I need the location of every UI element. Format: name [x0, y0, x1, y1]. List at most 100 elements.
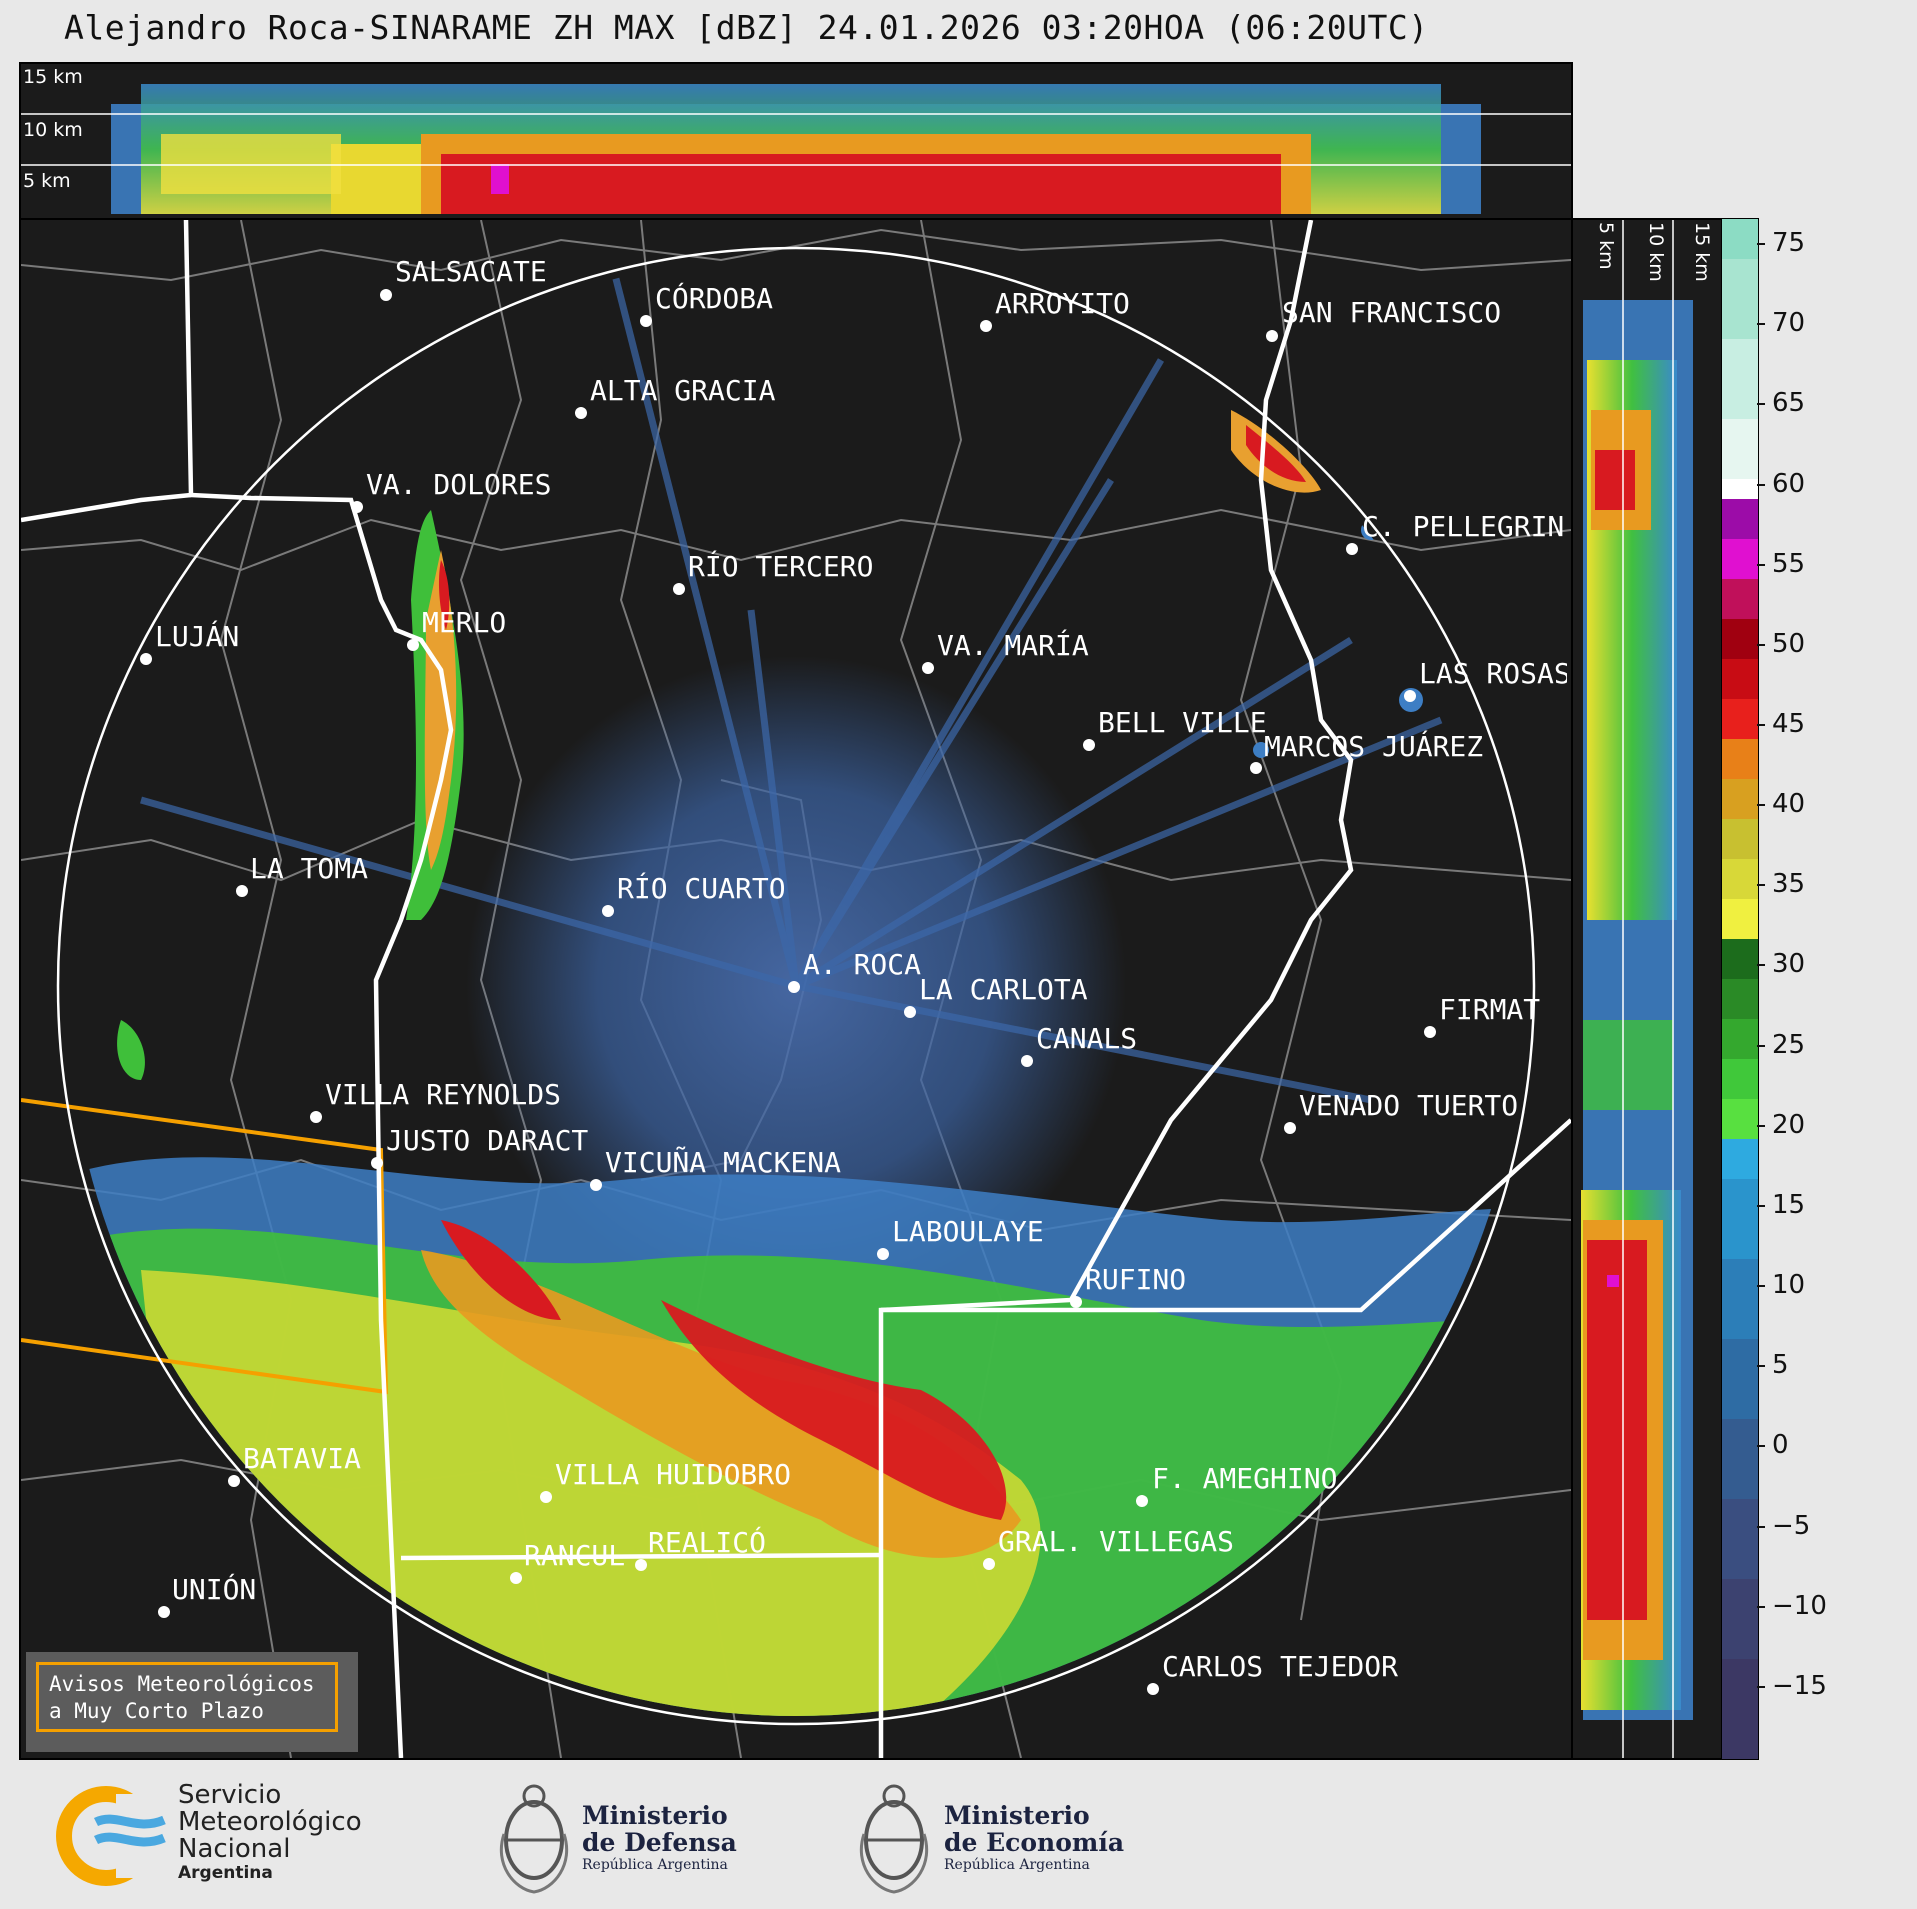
city-label-la-carlota: LA CARLOTA — [919, 973, 1088, 1006]
colorbar-tick: 5 — [1757, 1350, 1789, 1380]
colorbar-tick: 45 — [1756, 709, 1805, 739]
city-dot — [540, 1491, 552, 1503]
warning-line-2: a Muy Corto Plazo — [49, 1699, 264, 1723]
city-label-union: UNIÓN — [172, 1573, 257, 1606]
city-label-vicuna-mackena: VICUÑA MACKENA — [605, 1146, 842, 1179]
city-label-villa-reynolds: VILLA REYNOLDS — [325, 1078, 562, 1111]
city-dot — [1070, 1296, 1082, 1308]
city-dot — [351, 501, 363, 513]
top-height-label-10: 10 km — [23, 119, 83, 141]
city-dot — [407, 639, 419, 651]
city-dot — [158, 1606, 170, 1618]
top-cross-section-plot — [21, 84, 1571, 214]
city-dot — [904, 1006, 916, 1018]
city-dot — [1284, 1122, 1296, 1134]
city-label-alta-gracia: ALTA GRACIA — [590, 374, 776, 407]
right-cross-section: 5 km 10 km 15 km — [1571, 218, 1723, 1760]
city-dot — [236, 885, 248, 897]
city-dot — [510, 1572, 522, 1584]
city-dot — [590, 1179, 602, 1191]
city-dot — [635, 1559, 647, 1571]
city-dot — [922, 662, 934, 674]
colorbar-tick: 30 — [1756, 949, 1805, 979]
city-label-venado-tuerto: VENADO TUERTO — [1299, 1089, 1519, 1122]
city-dot — [673, 583, 685, 595]
colorbar-tick: 10 — [1756, 1270, 1805, 1300]
city-dot — [1136, 1495, 1148, 1507]
city-label-marcos-juarez: MARCOS JUÁREZ — [1264, 730, 1484, 763]
city-label-cordoba: CÓRDOBA — [655, 282, 774, 315]
city-dot — [983, 1558, 995, 1570]
defensa-logo-text: Ministerio de Defensa República Argentin… — [582, 1801, 737, 1873]
warning-polygon — [21, 1098, 389, 1395]
radar-map-canvas: = — [21, 220, 1571, 1758]
radar-map: = — [19, 218, 1573, 1760]
right-height-label-10: 10 km — [1645, 222, 1667, 282]
colorbar-tick: 25 — [1756, 1030, 1805, 1060]
city-label-merlo: MERLO — [422, 606, 507, 639]
city-label-gral-villegas: GRAL. VILLEGAS — [998, 1525, 1235, 1558]
colorbar-tick: 65 — [1756, 388, 1805, 418]
city-dot — [1147, 1683, 1159, 1695]
colorbar-tick: 70 — [1756, 308, 1805, 338]
top-height-label-5: 5 km — [23, 170, 71, 192]
colorbar-tick: 15 — [1756, 1190, 1805, 1220]
city-dot — [877, 1248, 889, 1260]
city-dot — [310, 1111, 322, 1123]
right-height-label-5: 5 km — [1595, 222, 1617, 270]
city-dot — [575, 407, 587, 419]
city-label-c-pellegrini: C. PELLEGRINI — [1362, 510, 1567, 543]
city-dot — [1424, 1026, 1436, 1038]
city-label-arroyito: ARROYITO — [995, 287, 1130, 320]
city-dot — [1404, 690, 1416, 702]
city-dot — [371, 1157, 383, 1169]
city-label-rio-cuarto: RÍO CUARTO — [617, 872, 786, 905]
city-dot — [1250, 762, 1262, 774]
footer: Servicio Meteorológico Nacional Argentin… — [0, 1760, 1917, 1909]
city-label-batavia: BATAVIA — [243, 1442, 362, 1475]
city-label-f-ameghino: F. AMEGHINO — [1152, 1462, 1338, 1495]
colorbar-swatches — [1722, 219, 1758, 1759]
warning-box[interactable]: Avisos Meteorológicos a Muy Corto Plazo — [26, 1652, 358, 1752]
city-dot — [380, 289, 392, 301]
economia-logo-text: Ministerio de Economía República Argenti… — [944, 1801, 1125, 1873]
colorbar-tick: −5 — [1756, 1511, 1810, 1541]
top-height-label-15: 15 km — [23, 66, 83, 88]
city-label-bell-ville: BELL VILLE — [1098, 706, 1267, 739]
city-label-rufino: RUFINO — [1085, 1263, 1187, 1296]
colorbar-tick: 40 — [1756, 789, 1805, 819]
city-label-las-rosas: LAS ROSAS — [1419, 657, 1567, 690]
top-cross-section: 15 km 10 km 5 km — [19, 62, 1573, 220]
city-label-firmat: FIRMAT — [1439, 993, 1541, 1026]
warning-box-frame: Avisos Meteorológicos a Muy Corto Plazo — [36, 1662, 338, 1732]
range-ring — [56, 246, 1536, 1726]
city-label-va-dolores: VA. DOLORES — [366, 468, 552, 501]
city-label-salsacate: SALSACATE — [395, 255, 547, 288]
city-dot — [1266, 330, 1278, 342]
colorbar-tick: 20 — [1756, 1110, 1805, 1140]
city-dot — [602, 905, 614, 917]
city-label-la-toma: LA TOMA — [250, 852, 369, 885]
warning-line-1: Avisos Meteorológicos — [49, 1672, 315, 1696]
city-label-canals: CANALS — [1036, 1022, 1138, 1055]
colorbar-tick: 50 — [1756, 629, 1805, 659]
smn-logo-text: Servicio Meteorológico Nacional Argentin… — [178, 1780, 362, 1884]
right-height-label-15: 15 km — [1691, 222, 1713, 282]
city-label-villa-huidobro: VILLA HUIDOBRO — [555, 1458, 792, 1491]
city-dot — [140, 653, 152, 665]
city-label-realico: REALICÓ — [648, 1526, 767, 1559]
city-label-laboulaye: LABOULAYE — [892, 1215, 1044, 1248]
city-dot — [788, 981, 800, 993]
colorbar-tick: 35 — [1756, 869, 1805, 899]
city-label-a-roca: A. ROCA — [803, 948, 922, 981]
page-title: Alejandro Roca-SINARAME ZH MAX [dBZ] 24.… — [64, 8, 1429, 47]
right-cross-section-plot — [1581, 220, 1693, 1758]
colorbar-tick: −10 — [1757, 1591, 1827, 1621]
city-label-lujan: LUJÁN — [155, 620, 240, 653]
province-borders — [21, 220, 1571, 1758]
smn-logo-icon — [56, 1786, 166, 1886]
argentina-coat-of-arms-icon — [499, 1784, 569, 1894]
city-label-san-francisco: SAN FRANCISCO — [1282, 296, 1502, 329]
city-label-justo-daract: JUSTO DARACT — [386, 1124, 589, 1157]
colorbar-tick: 0 — [1757, 1430, 1789, 1460]
